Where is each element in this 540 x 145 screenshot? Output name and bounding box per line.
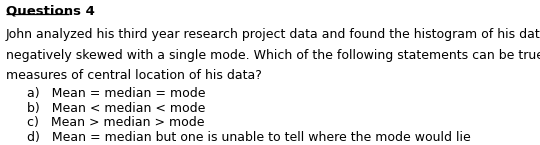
Text: measures of central location of his data?: measures of central location of his data… [5, 69, 261, 82]
Text: John analyzed his third year research project data and found the histogram of hi: John analyzed his third year research pr… [5, 28, 540, 41]
Text: negatively skewed with a single mode. Which of the following statements can be t: negatively skewed with a single mode. Wh… [5, 49, 540, 62]
Text: b)   Mean < median < mode: b) Mean < median < mode [26, 102, 205, 115]
Text: a)   Mean = median = mode: a) Mean = median = mode [26, 87, 205, 100]
Text: d)   Mean = median but one is unable to tell where the mode would lie: d) Mean = median but one is unable to te… [26, 131, 470, 144]
Text: c)   Mean > median > mode: c) Mean > median > mode [26, 116, 204, 129]
Text: Questions 4: Questions 4 [5, 5, 94, 18]
